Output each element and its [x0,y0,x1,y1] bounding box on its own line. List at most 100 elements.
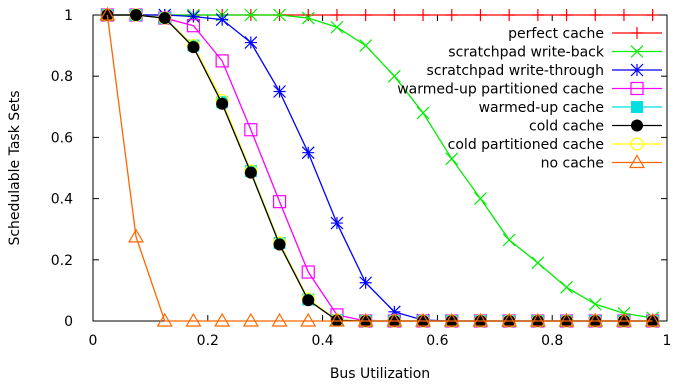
data-point [273,8,286,22]
legend-marker [630,137,644,151]
legend-label: warmed-up partitioned cache [397,82,604,98]
data-point [644,312,661,327]
data-point [386,312,403,327]
legend-label: scratchpad write-back [448,45,605,61]
data-point [359,39,373,53]
data-point [416,106,430,120]
y-axis-ticks: 0 0.2 0.4 0.6 0.8 1 [51,8,667,330]
data-point [472,312,489,327]
data-point [214,312,231,327]
data-point [302,294,315,307]
data-point [242,312,259,327]
data-point [330,9,343,21]
data-point [215,54,229,68]
data-point [474,9,487,21]
data-point [301,265,315,279]
data-point [301,11,315,25]
data-point [531,256,545,270]
y-tick-label: 0.2 [51,253,73,269]
data-point [130,9,143,21]
legend-entry: warmed-up cache [479,100,662,116]
data-point [273,238,286,251]
data-point [474,192,487,206]
y-tick-label: 0 [64,314,73,330]
legend-marker [630,81,644,96]
data-point [187,10,200,23]
data-point [501,312,518,327]
data-point [558,312,575,327]
data-point [502,233,516,247]
data-point [359,276,373,290]
legend-label: no cache [541,156,604,172]
legend-marker [628,154,646,169]
data-point [185,312,202,327]
y-tick-label: 1 [64,8,73,24]
x-axis-ticks: 0 0.2 0.4 0.6 0.8 1 [89,15,672,349]
legend-entry: cold cache [529,119,662,135]
legend-marker [631,101,643,113]
data-point [615,312,632,327]
x-tick-label: 1 [663,333,672,349]
data-point [357,312,374,327]
data-point [588,297,602,311]
x-tick-label: 0 [89,333,98,349]
data-point [415,312,432,327]
legend-label: warmed-up cache [479,100,604,116]
data-point [244,8,258,22]
legend-entry: perfect cache [508,26,662,42]
series-line [106,14,653,322]
data-point [646,9,659,21]
data-point [330,20,344,34]
x-tick-label: 0.8 [541,333,563,349]
data-point [99,6,116,21]
data-point [560,9,573,21]
legend-marker [631,119,643,132]
data-point [503,9,516,21]
legend-label: cold partitioned cache [448,137,604,153]
x-tick-label: 0.4 [311,333,333,349]
legend-entry: scratchpad write-through [427,63,662,79]
y-tick-label: 0.8 [51,69,73,85]
legend: perfect cache scratchpad write-back scratc… [397,26,662,172]
data-point [302,9,315,21]
legend-entry: warmed-up partitioned cache [397,82,662,98]
x-tick-label: 0.2 [197,333,219,349]
data-point [300,312,317,327]
legend-entry: cold partitioned cache [448,137,662,153]
data-point [328,312,345,327]
data-point [186,19,201,33]
legend-label: cold cache [529,119,604,135]
data-point [301,146,315,160]
data-point [359,9,372,21]
legend-label: scratchpad write-through [427,63,604,79]
legend-label: perfect cache [508,26,604,42]
data-point [388,9,401,21]
legend-marker [631,27,643,39]
data-point [244,123,258,137]
y-tick-label: 0.6 [51,130,73,146]
data-point [273,85,286,98]
data-point [445,9,458,21]
data-point [330,216,344,230]
data-point [216,97,229,110]
data-point [529,312,546,327]
data-point [128,228,145,243]
data-point [443,312,460,327]
data-point [587,312,604,327]
data-point [156,312,173,327]
data-point [387,69,401,83]
data-point [271,312,288,327]
data-point [387,305,401,319]
data-point [531,9,544,21]
data-point [158,12,171,25]
data-point [215,13,229,27]
data-point [617,9,630,21]
data-point [589,9,602,21]
y-tick-label: 0.4 [51,192,73,208]
data-point [272,195,287,209]
x-axis-label: Bus Utilization [330,366,430,382]
data-point [244,36,258,49]
series-no-cache [99,6,661,327]
y-axis-label: Schedulable Task Sets [7,90,23,245]
